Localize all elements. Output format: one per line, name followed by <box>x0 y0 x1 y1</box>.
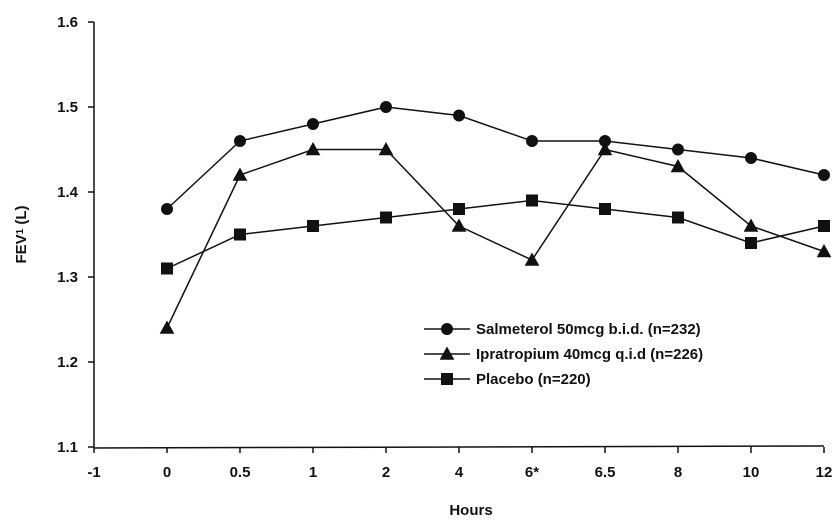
y-axis-title: FEV1 (L) <box>13 205 30 263</box>
data-point-circle <box>307 118 319 130</box>
x-axis-title: Hours <box>449 502 492 519</box>
x-axis-ticks: -1 0 0.5 1 2 4 6* 6.5 8 10 12 <box>87 447 832 481</box>
data-point-circle <box>745 152 757 164</box>
x-tick-label: 12 <box>816 464 833 481</box>
y-tick-label: 1.4 <box>57 184 79 201</box>
data-point-square <box>818 220 830 232</box>
legend: Salmeterol 50mcg b.i.d. (n=232) Ipratropi… <box>424 321 703 388</box>
data-point-square <box>453 203 465 215</box>
x-tick-label: 4 <box>455 464 464 481</box>
series-square <box>161 194 830 275</box>
data-point-circle <box>453 109 465 122</box>
series-line-triangle <box>166 148 825 329</box>
y-axis-title-subscript: 1 <box>15 228 26 234</box>
series-circle <box>161 101 830 215</box>
legend-marker-circle <box>441 323 453 335</box>
legend-item-triangle: Ipratropium 40mcg q.i.d (n=226) <box>424 346 703 363</box>
data-point-triangle <box>670 158 686 173</box>
data-point-circle <box>526 135 538 147</box>
data-point-square <box>161 262 173 275</box>
y-tick-label: 1.1 <box>57 439 78 456</box>
data-point-circle <box>672 143 684 156</box>
data-point-square <box>745 237 757 249</box>
y-tick-label: 1.5 <box>57 99 78 116</box>
data-point-square <box>307 220 319 232</box>
data-point-square <box>380 211 392 224</box>
data-point-triangle <box>451 218 467 232</box>
data-point-triangle <box>305 141 321 156</box>
series-line-square <box>166 199 825 270</box>
data-point-triangle <box>524 252 540 266</box>
data-point-circle <box>380 101 392 113</box>
y-tick-label: 1.6 <box>57 14 78 31</box>
series-line-circle <box>166 106 825 210</box>
data-point-square <box>234 228 246 241</box>
y-axis-title-unit: (L) <box>13 205 30 228</box>
legend-item-square: Placebo (n=220) <box>424 371 591 388</box>
data-point-triangle <box>159 320 175 334</box>
data-point-square <box>672 211 684 224</box>
data-point-circle <box>818 169 830 181</box>
legend-marker-triangle <box>439 346 455 360</box>
x-tick-label: 2 <box>382 464 390 481</box>
legend-label: Placebo (n=220) <box>476 371 591 388</box>
x-tick-label: 8 <box>674 464 682 481</box>
data-point-triangle <box>743 218 759 232</box>
legend-label: Salmeterol 50mcg b.i.d. (n=232) <box>476 321 701 338</box>
x-tick-label: 6.5 <box>595 464 616 481</box>
x-tick-label: 0.5 <box>230 464 251 481</box>
data-point-circle <box>161 203 173 215</box>
y-axis-ticks: 1.1 1.2 1.3 1.4 1.5 1.6 <box>57 14 94 456</box>
data-series <box>159 101 832 334</box>
data-point-circle <box>234 135 246 147</box>
legend-marker-square <box>441 373 453 385</box>
x-tick-label: -1 <box>87 464 100 481</box>
data-point-square <box>526 194 538 207</box>
data-point-square <box>599 203 611 215</box>
series-triangle <box>159 141 832 334</box>
legend-item-circle: Salmeterol 50mcg b.i.d. (n=232) <box>424 321 701 338</box>
x-tick-label: 10 <box>743 464 760 481</box>
data-point-triangle <box>232 167 248 181</box>
data-point-triangle <box>597 141 613 156</box>
y-tick-label: 1.3 <box>57 269 78 286</box>
y-axis-title-main: FEV <box>13 234 30 263</box>
y-tick-label: 1.2 <box>57 354 78 371</box>
data-point-triangle <box>816 243 832 258</box>
x-tick-label: 6* <box>525 464 539 481</box>
data-point-triangle <box>378 141 394 156</box>
x-tick-label: 0 <box>163 464 171 481</box>
legend-label: Ipratropium 40mcg q.i.d (n=226) <box>476 346 703 363</box>
x-tick-label: 1 <box>309 464 317 481</box>
